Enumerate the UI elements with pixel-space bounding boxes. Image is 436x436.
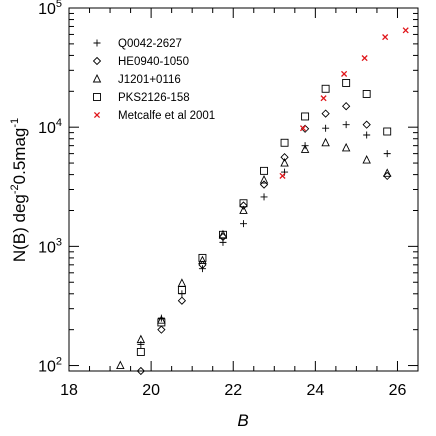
legend-marker bbox=[93, 39, 101, 47]
series-0 bbox=[137, 121, 391, 349]
data-point bbox=[280, 153, 289, 162]
data-point bbox=[321, 84, 330, 93]
data-point bbox=[342, 102, 351, 111]
data-point bbox=[299, 125, 307, 132]
legend-item: Metcalfe et al 2001 bbox=[93, 110, 215, 122]
data-point bbox=[137, 341, 145, 349]
data-point bbox=[341, 142, 351, 152]
legend-item: PKS2126-158 bbox=[93, 92, 190, 104]
x-axis-label: B bbox=[237, 411, 248, 430]
x-tick-label: 26 bbox=[389, 382, 407, 399]
legend-item: Q0042-2627 bbox=[93, 38, 182, 50]
data-point bbox=[382, 34, 389, 41]
y-tick-label: 104 bbox=[38, 117, 62, 137]
data-point bbox=[198, 255, 207, 265]
data-point bbox=[116, 360, 125, 369]
x-tick-label: 22 bbox=[224, 382, 242, 399]
legend-label: Q0042-2627 bbox=[118, 38, 182, 50]
y-tick-label: 105 bbox=[38, 0, 62, 18]
data-point bbox=[177, 296, 187, 305]
data-point bbox=[383, 150, 391, 158]
x-tick-label: 18 bbox=[60, 382, 78, 399]
y-axis-label: N(B) deg-20.5mag-1 bbox=[9, 118, 29, 262]
data-point bbox=[260, 193, 268, 201]
data-point bbox=[157, 318, 166, 327]
x-tick-label: 20 bbox=[142, 382, 160, 399]
x-axis-ticks: 18 20 22 24 26 bbox=[60, 8, 406, 399]
data-point bbox=[300, 144, 310, 153]
legend-label: J1201+0116 bbox=[118, 74, 181, 86]
data-point bbox=[382, 168, 392, 177]
data-point bbox=[239, 201, 248, 210]
y-axis-label-mid: 0.5mag bbox=[10, 128, 29, 185]
legend-label: PKS2126-158 bbox=[118, 92, 190, 104]
data-point bbox=[157, 315, 166, 324]
y-tick-label: 102 bbox=[38, 356, 62, 376]
data-point bbox=[361, 55, 368, 62]
data-point bbox=[240, 220, 247, 228]
legend-item: HE0940-1050 bbox=[92, 56, 189, 68]
data-point bbox=[383, 127, 392, 136]
data-point bbox=[342, 79, 351, 87]
data-point bbox=[198, 253, 207, 262]
data-point bbox=[177, 278, 187, 287]
data-point bbox=[136, 334, 146, 344]
series-4 bbox=[279, 27, 409, 179]
data-point bbox=[259, 180, 269, 189]
data-point bbox=[136, 348, 145, 356]
legend-marker bbox=[93, 93, 101, 101]
data-point bbox=[280, 158, 289, 167]
data-point bbox=[363, 131, 371, 139]
data-point bbox=[218, 229, 228, 239]
data-point bbox=[177, 286, 186, 294]
series-3 bbox=[136, 79, 392, 356]
data-point bbox=[321, 137, 330, 147]
legend-marker bbox=[92, 73, 102, 83]
data-point bbox=[219, 230, 227, 239]
data-point bbox=[239, 205, 248, 214]
data-point bbox=[341, 70, 348, 77]
data-point bbox=[157, 325, 166, 334]
legend: Q0042-2627 HE0940-1050 J1201+0116 PKS2126-1… bbox=[92, 38, 215, 122]
data-point bbox=[239, 199, 248, 208]
data-point bbox=[362, 120, 371, 129]
series-1 bbox=[136, 102, 392, 376]
data-point bbox=[322, 124, 330, 132]
data-point bbox=[136, 366, 145, 376]
legend-label: HE0940-1050 bbox=[118, 56, 189, 68]
y-tick-label: 103 bbox=[38, 236, 62, 256]
legend-label: Metcalfe et al 2001 bbox=[118, 110, 215, 122]
y-axis-label-main: N(B) deg bbox=[10, 194, 29, 262]
data-point bbox=[402, 27, 409, 34]
data-markers bbox=[116, 27, 409, 376]
data-point bbox=[260, 166, 268, 175]
y-axis-label-exp1: -2 bbox=[9, 184, 21, 194]
legend-item: J1201+0116 bbox=[92, 73, 181, 86]
data-point bbox=[279, 172, 286, 179]
legend-marker bbox=[92, 56, 102, 66]
data-point bbox=[362, 155, 371, 164]
series-2 bbox=[116, 137, 392, 369]
data-point bbox=[320, 95, 327, 102]
data-point bbox=[301, 112, 310, 121]
data-point bbox=[342, 121, 350, 129]
legend-marker bbox=[93, 111, 101, 119]
data-point bbox=[321, 109, 330, 118]
x-tick-label: 24 bbox=[306, 382, 324, 399]
data-point bbox=[259, 175, 269, 184]
data-point bbox=[362, 90, 371, 98]
data-point bbox=[280, 138, 289, 147]
y-axis-ticks: 102 103 104 105 bbox=[38, 0, 418, 376]
y-axis-label-exp2: -1 bbox=[9, 118, 21, 128]
